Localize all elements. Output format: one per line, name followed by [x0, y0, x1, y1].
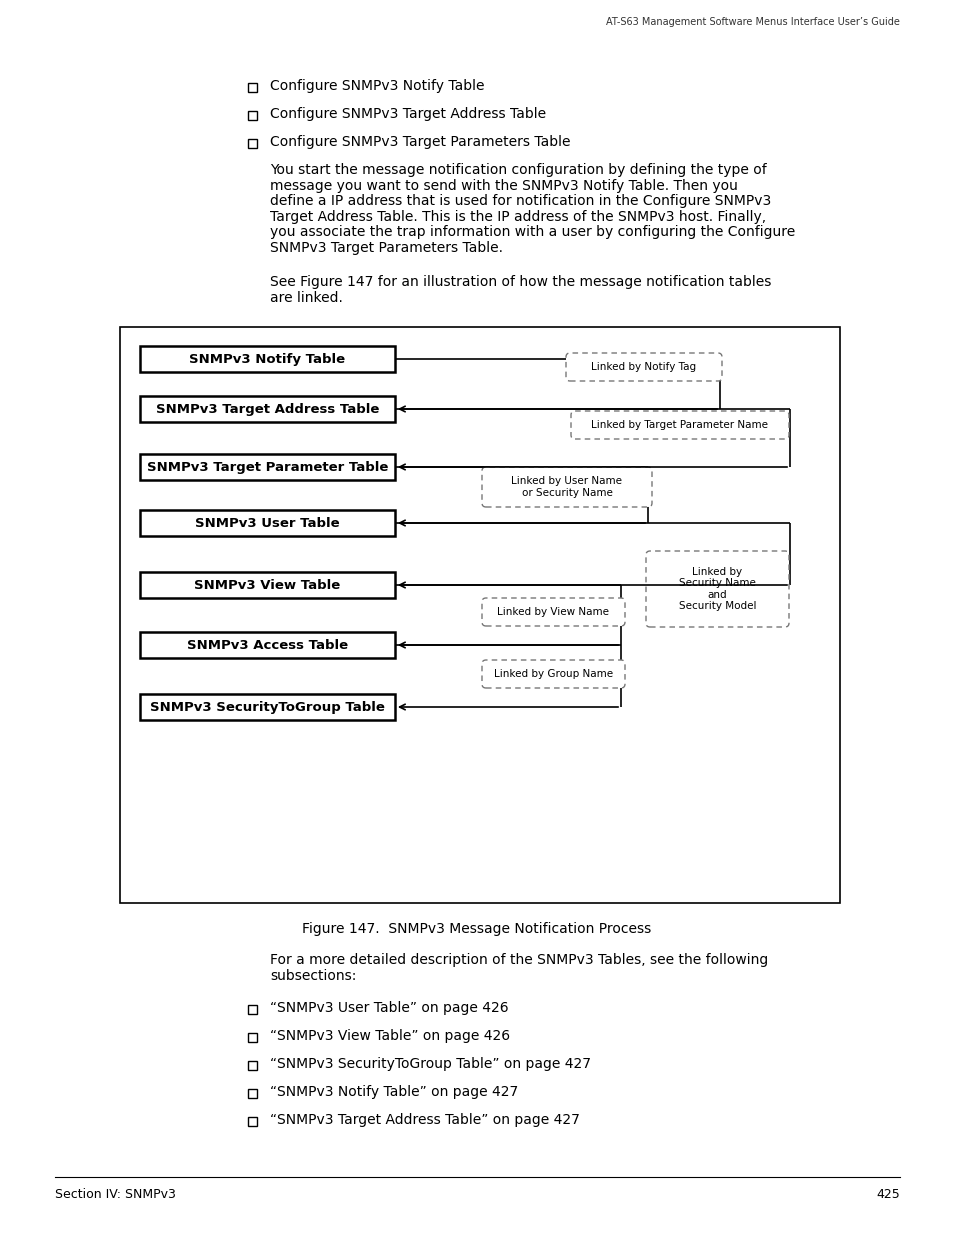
Text: Figure 147.  SNMPv3 Message Notification Process: Figure 147. SNMPv3 Message Notification …	[302, 923, 651, 936]
Text: SNMPv3 View Table: SNMPv3 View Table	[194, 578, 340, 592]
FancyBboxPatch shape	[481, 467, 651, 508]
FancyBboxPatch shape	[481, 659, 624, 688]
Text: Section IV: SNMPv3: Section IV: SNMPv3	[55, 1188, 175, 1200]
Bar	[140, 396, 395, 422]
Text: Configure SNMPv3 Notify Table: Configure SNMPv3 Notify Table	[270, 79, 484, 93]
Bar	[248, 140, 256, 148]
Bar	[248, 1116, 256, 1126]
Text: SNMPv3 Target Parameters Table.: SNMPv3 Target Parameters Table.	[270, 241, 502, 254]
Text: SNMPv3 Access Table: SNMPv3 Access Table	[187, 638, 348, 652]
Text: “SNMPv3 Notify Table” on page 427: “SNMPv3 Notify Table” on page 427	[270, 1086, 517, 1099]
Text: are linked.: are linked.	[270, 290, 342, 305]
Text: Target Address Table. This is the IP address of the SNMPv3 host. Finally,: Target Address Table. This is the IP add…	[270, 210, 765, 224]
Text: define a IP address that is used for notification in the Configure SNMPv3: define a IP address that is used for not…	[270, 194, 770, 207]
Text: “SNMPv3 User Table” on page 426: “SNMPv3 User Table” on page 426	[270, 1002, 508, 1015]
Text: message you want to send with the SNMPv3 Notify Table. Then you: message you want to send with the SNMPv3…	[270, 179, 737, 193]
Text: Linked by User Name
or Security Name: Linked by User Name or Security Name	[511, 477, 622, 498]
Text: “SNMPv3 SecurityToGroup Table” on page 427: “SNMPv3 SecurityToGroup Table” on page 4…	[270, 1057, 590, 1071]
Text: SNMPv3 Target Address Table: SNMPv3 Target Address Table	[155, 403, 378, 415]
Text: Configure SNMPv3 Target Address Table: Configure SNMPv3 Target Address Table	[270, 107, 545, 121]
Text: SNMPv3 User Table: SNMPv3 User Table	[195, 516, 339, 530]
Text: Configure SNMPv3 Target Parameters Table: Configure SNMPv3 Target Parameters Table	[270, 135, 570, 149]
Text: You start the message notification configuration by defining the type of: You start the message notification confi…	[270, 163, 766, 177]
Bar	[248, 1032, 256, 1042]
Text: SNMPv3 SecurityToGroup Table: SNMPv3 SecurityToGroup Table	[150, 700, 384, 714]
FancyBboxPatch shape	[481, 598, 624, 626]
Text: Linked by Target Parameter Name: Linked by Target Parameter Name	[591, 420, 768, 430]
Bar	[248, 83, 256, 91]
Bar	[248, 1005, 256, 1014]
Text: SNMPv3 Notify Table: SNMPv3 Notify Table	[190, 352, 345, 366]
Text: Linked by Notify Tag: Linked by Notify Tag	[591, 362, 696, 372]
Bar	[248, 1061, 256, 1070]
Bar	[140, 510, 395, 536]
Bar	[140, 572, 395, 598]
Bar	[120, 327, 840, 903]
Text: 425: 425	[876, 1188, 899, 1200]
Text: AT-S63 Management Software Menus Interface User’s Guide: AT-S63 Management Software Menus Interfa…	[605, 17, 899, 27]
Text: Linked by Group Name: Linked by Group Name	[494, 669, 613, 679]
Bar	[248, 1089, 256, 1098]
FancyBboxPatch shape	[565, 353, 721, 382]
Bar	[140, 454, 395, 480]
Bar	[140, 346, 395, 372]
FancyBboxPatch shape	[571, 411, 788, 438]
Text: you associate the trap information with a user by configuring the Configure: you associate the trap information with …	[270, 225, 795, 240]
FancyBboxPatch shape	[645, 551, 788, 627]
Text: subsections:: subsections:	[270, 968, 356, 983]
Bar	[140, 694, 395, 720]
Bar	[140, 632, 395, 658]
Text: Linked by View Name: Linked by View Name	[497, 606, 609, 618]
Text: “SNMPv3 View Table” on page 426: “SNMPv3 View Table” on page 426	[270, 1029, 510, 1044]
Text: See Figure 147 for an illustration of how the message notification tables: See Figure 147 for an illustration of ho…	[270, 275, 771, 289]
Text: For a more detailed description of the SNMPv3 Tables, see the following: For a more detailed description of the S…	[270, 953, 767, 967]
Text: Linked by
Security Name
and
Security Model: Linked by Security Name and Security Mod…	[678, 567, 756, 611]
Bar	[248, 111, 256, 120]
Text: SNMPv3 Target Parameter Table: SNMPv3 Target Parameter Table	[147, 461, 388, 473]
Text: “SNMPv3 Target Address Table” on page 427: “SNMPv3 Target Address Table” on page 42…	[270, 1113, 579, 1128]
